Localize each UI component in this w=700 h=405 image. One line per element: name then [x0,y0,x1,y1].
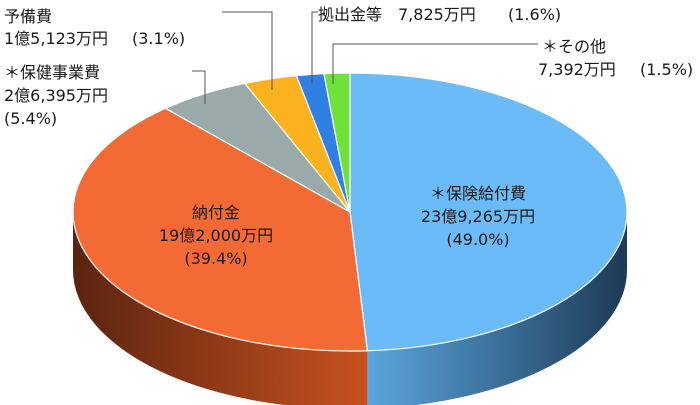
leader-line-hoken_jigyo [192,70,206,104]
label-sonota-amount: 7,392万円 [538,60,616,79]
pie-side-hoken_kyufu [367,212,627,405]
slice-label-nofukin-amount: 19億2,000万円 [159,226,273,245]
pie-side-nofukin [73,212,368,405]
label-hoken-jigyo-name: ＊保健事業費 [4,63,100,82]
label-sonota-name: ＊その他 [542,37,606,56]
pie-slice-sonota [323,72,351,213]
label-yobi-amount: 1億5,123万円 [4,29,108,48]
label-hoken-jigyo-pct: (5.4%) [4,109,57,128]
label-kyoshutsu-name: 拠出金等 [318,5,382,24]
slice-label-nofukin-name: 納付金 [192,203,240,222]
label-sonota-pct: (1.5%) [640,60,693,79]
slice-label-hoken-kyufu-amount: 23億9,265万円 [421,207,535,226]
leader-line-kyoshutsu [311,11,318,83]
leader-line-sonota [332,43,538,84]
leader-line-yobi [222,11,273,90]
slice-label-nofukin-pct: (39.4%) [184,249,247,268]
pie-slice-nofukin [72,107,369,352]
pie-slice-hoken_kyufu [349,72,628,352]
slice-label-hoken-kyufu-name: ＊保険給付費 [430,184,526,203]
label-yobi-pct: (3.1%) [132,29,185,48]
slice-label-hoken-kyufu-pct: (49.0%) [446,230,509,249]
label-kyoshutsu-pct: (1.6%) [508,5,561,24]
label-yobi-name: 予備費 [4,7,52,26]
label-hoken-jigyo-amount: 2億6,395万円 [4,86,108,105]
label-kyoshutsu-amount: 7,825万円 [398,5,476,24]
